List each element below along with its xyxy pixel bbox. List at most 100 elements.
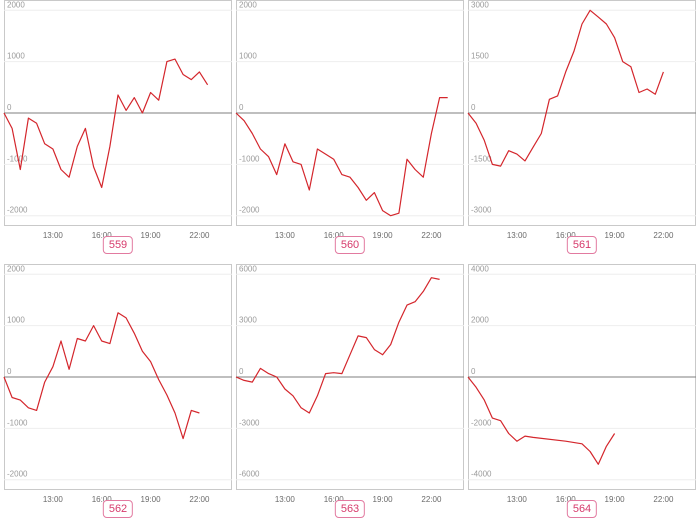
data-point xyxy=(597,16,599,18)
y-tick-label: 1000 xyxy=(7,316,25,325)
chart-panel-559: 2000 1000 0 -1000 -2000 13:00 16:00 19:00 22:00 … xyxy=(3,0,232,258)
chart-svg-561: 3000 1500 0 -1500 -3000 13:00 16:00 19:00 22:00 xyxy=(467,0,696,240)
y-tick-label: -2000 xyxy=(471,418,492,427)
x-tick-label: 19:00 xyxy=(141,231,162,240)
data-point xyxy=(475,386,477,388)
data-point xyxy=(406,304,408,306)
data-point xyxy=(84,127,86,129)
data-point xyxy=(308,412,310,414)
data-point xyxy=(398,212,400,214)
data-point xyxy=(622,60,624,62)
data-point xyxy=(125,109,127,111)
data-point xyxy=(109,342,111,344)
data-point xyxy=(149,91,151,93)
data-point xyxy=(300,163,302,165)
data-point xyxy=(44,381,46,383)
y-tick-label: 6000 xyxy=(239,264,257,273)
x-tick-label: 22:00 xyxy=(653,231,674,240)
data-point xyxy=(243,120,245,122)
data-point xyxy=(101,340,103,342)
data-point xyxy=(499,419,501,421)
data-point xyxy=(556,95,558,97)
data-point xyxy=(467,376,469,378)
panel-label-badge[interactable]: 561 xyxy=(566,236,598,254)
data-point xyxy=(638,91,640,93)
data-point xyxy=(540,132,542,134)
y-tick-label: -1000 xyxy=(7,418,28,427)
data-point xyxy=(235,376,237,378)
data-point xyxy=(84,340,86,342)
y-tick-label: 4000 xyxy=(471,264,489,273)
panel-label-badge[interactable]: 559 xyxy=(102,236,134,254)
chart-panel-560: 2000 1000 0 -1000 -2000 13:00 16:00 19:00 22:00 … xyxy=(235,0,464,258)
chart-svg-559: 2000 1000 0 -1000 -2000 13:00 16:00 19:00 22:00 xyxy=(3,0,232,240)
data-point xyxy=(414,168,416,170)
x-tick-label: 16:00 xyxy=(92,495,113,504)
x-tick-label: 19:00 xyxy=(605,231,626,240)
data-point xyxy=(117,94,119,96)
data-point xyxy=(381,209,383,211)
data-point xyxy=(605,445,607,447)
x-tick-label: 13:00 xyxy=(507,231,528,240)
y-tick-label: 0 xyxy=(7,103,12,112)
data-point xyxy=(398,321,400,323)
series-line xyxy=(3,312,200,440)
data-point xyxy=(430,132,432,134)
data-point xyxy=(475,122,477,124)
x-tick-label: 13:00 xyxy=(43,495,64,504)
data-point xyxy=(373,191,375,193)
data-point xyxy=(324,153,326,155)
data-point xyxy=(101,186,103,188)
data-point xyxy=(52,148,54,150)
y-tick-label: 1000 xyxy=(239,52,257,61)
panel-label-badge[interactable]: 564 xyxy=(566,500,598,518)
panel-label-badge[interactable]: 562 xyxy=(102,500,134,518)
data-point xyxy=(92,324,94,326)
data-point xyxy=(548,98,550,100)
x-tick-label: 22:00 xyxy=(421,495,442,504)
x-tick-label: 19:00 xyxy=(605,495,626,504)
series-line xyxy=(3,58,209,189)
data-point xyxy=(390,343,392,345)
data-point xyxy=(149,360,151,362)
y-tick-label: 0 xyxy=(239,103,244,112)
panel-label-badge[interactable]: 563 xyxy=(334,500,366,518)
data-point xyxy=(613,36,615,38)
data-point xyxy=(198,412,200,414)
data-point xyxy=(182,73,184,75)
data-point xyxy=(44,143,46,145)
y-tick-label: 1500 xyxy=(471,52,489,61)
data-point xyxy=(284,143,286,145)
data-point xyxy=(357,186,359,188)
data-point xyxy=(76,145,78,147)
data-point xyxy=(251,132,253,134)
data-point xyxy=(68,176,70,178)
data-point xyxy=(524,160,526,162)
panel-label-badge[interactable]: 560 xyxy=(334,236,366,254)
x-tick-label: 19:00 xyxy=(373,231,394,240)
data-point xyxy=(381,354,383,356)
data-point xyxy=(406,158,408,160)
data-point xyxy=(508,149,510,151)
data-point xyxy=(589,450,591,452)
data-point xyxy=(430,276,432,278)
chart-svg-562: 2000 1000 0 -1000 -2000 13:00 16:00 19:00 22:00 xyxy=(3,264,232,504)
data-point xyxy=(630,66,632,68)
data-point xyxy=(109,145,111,147)
series-line xyxy=(235,96,448,217)
data-point xyxy=(292,161,294,163)
data-point xyxy=(333,372,335,374)
data-point xyxy=(349,176,351,178)
y-tick-label: 1000 xyxy=(7,52,25,61)
data-point xyxy=(499,165,501,167)
data-point xyxy=(19,168,21,170)
x-tick-label: 13:00 xyxy=(275,231,296,240)
chart-svg-563: 6000 3000 0 -3000 -6000 13:00 16:00 19:00 22:00 xyxy=(235,264,464,504)
data-point xyxy=(198,71,200,73)
chart-panel-564: 4000 2000 0 -2000 -4000 13:00 16:00 19:00 22:00 … xyxy=(467,264,696,522)
data-point xyxy=(341,173,343,175)
data-point xyxy=(259,367,261,369)
data-point xyxy=(141,112,143,114)
data-point xyxy=(438,96,440,98)
data-point xyxy=(3,376,5,378)
